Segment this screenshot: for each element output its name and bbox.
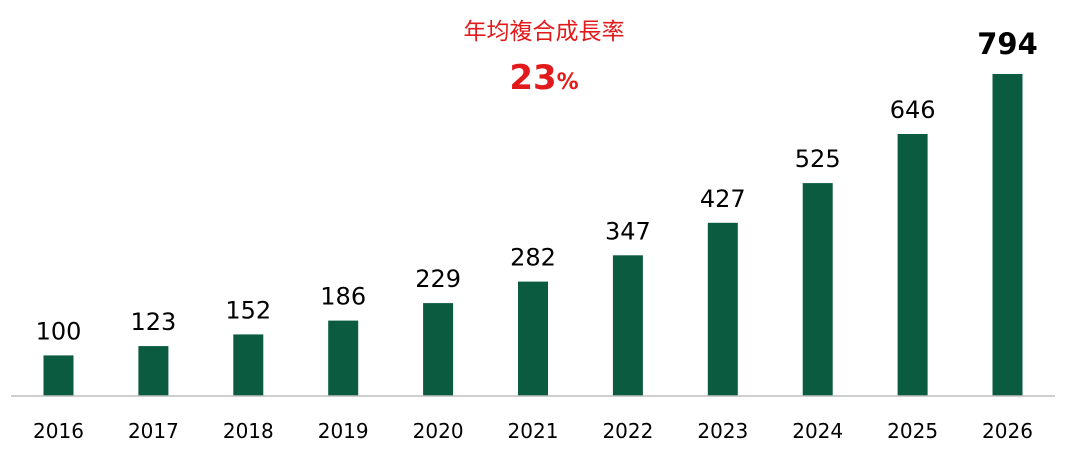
x-tick-label-2023: 2023: [697, 419, 748, 443]
x-tick-label-2026: 2026: [982, 419, 1033, 443]
value-label-2024: 525: [795, 145, 841, 173]
bar-2016: [44, 355, 74, 396]
x-tick-label-2017: 2017: [128, 419, 179, 443]
value-label-2021: 282: [510, 244, 556, 272]
x-tick-label-2025: 2025: [887, 419, 938, 443]
value-label-2017: 123: [130, 308, 176, 336]
x-tick-label-2024: 2024: [792, 419, 843, 443]
value-label-2025: 646: [890, 96, 936, 124]
value-label-2022: 347: [605, 217, 651, 245]
cagr-label: 年均複合成長率: [0, 12, 1068, 46]
bar-2020: [423, 303, 453, 396]
bar-2021: [518, 282, 548, 396]
x-tick-label-2016: 2016: [33, 419, 84, 443]
bar-2019: [328, 321, 358, 396]
bar-2025: [898, 134, 928, 396]
value-label-2018: 152: [225, 296, 271, 324]
value-label-2023: 427: [700, 185, 746, 213]
x-tick-label-2021: 2021: [508, 419, 559, 443]
bar-2024: [803, 183, 833, 396]
x-tick-label-2020: 2020: [413, 419, 464, 443]
x-tick-labels-group: 2016 2017 2018 2019 2020 2021 2022 2023 2024 2025…: [33, 419, 1033, 443]
x-tick-label-2019: 2019: [318, 419, 369, 443]
cagr-value: 23%: [0, 58, 1068, 98]
bar-2022: [613, 255, 643, 396]
cagr-value-unit: %: [557, 70, 579, 95]
value-label-2020: 229: [415, 265, 461, 293]
bar-2017: [138, 346, 168, 396]
bar-2023: [708, 223, 738, 396]
x-tick-label-2018: 2018: [223, 419, 274, 443]
x-tick-label-2022: 2022: [602, 419, 653, 443]
bars-group: [44, 74, 1023, 396]
bar-2026: [993, 74, 1023, 396]
value-label-2019: 186: [320, 283, 366, 311]
cagr-value-number: 23: [509, 58, 556, 98]
value-label-2016: 100: [36, 317, 82, 345]
bar-2018: [233, 334, 263, 396]
